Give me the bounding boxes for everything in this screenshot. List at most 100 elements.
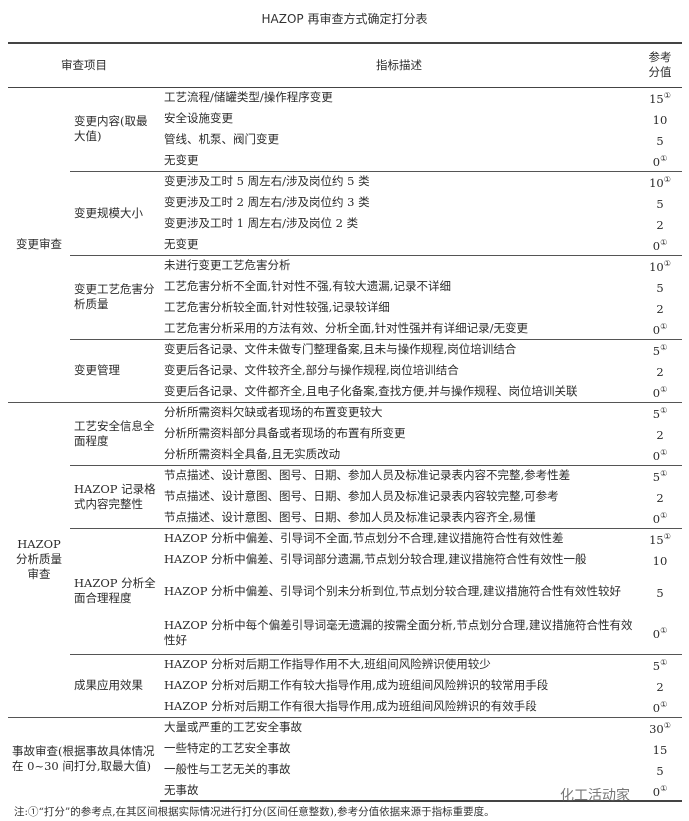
indicator-description: 无事故 [160,780,638,802]
table-row: HAZOP 分析对后期工作有较大指导作用,成为班组间风险辨识的较常用手段 2 [8,675,682,696]
score-cell: 10 [638,108,682,129]
score-cell: 5 [638,759,682,780]
score-value: 0 [652,385,661,400]
header-score: 参考分值 [638,42,682,88]
indicator-description: 大量或严重的工艺安全事故 [160,716,638,738]
indicator-description: 安全设施变更 [164,111,233,125]
score-cell: 0① [638,507,682,528]
score-value: 5 [656,763,664,778]
score-cell: 5 [638,192,682,213]
score-value: 10 [649,176,664,191]
table-row: 一些特定的工艺安全事故 15 [8,738,682,759]
score-value: 5 [656,196,664,211]
score-value: 5 [652,659,661,674]
score-cell: 5 [638,570,682,612]
table-row: 成果应用效果 HAZOP 分析对后期工作指导作用不大,班组间风险辨识使用较少 5① [8,653,682,717]
indicator-description: 变更涉及工时 1 周左右/涉及岗位 2 类 [164,216,359,230]
table-row: 变更工艺危害分析质量 未进行变更工艺危害分析 10① [8,254,682,339]
indicator-description: 未进行变更工艺危害分析 [160,254,638,276]
table-row: 节点描述、设计意图、图号、日期、参加人员及标准记录表内容齐全,易懂 0① [8,507,682,528]
score-cell: 0① [638,234,682,255]
table-row: 工艺危害分析采用的方法有效、分析全面,针对性强并有详细记录/无变更 0① [8,318,682,339]
indicator-description: 工艺流程/储罐类型/操作程序变更 [164,90,333,105]
footnote-marker: ① [663,259,671,269]
score-cell: 5① [638,401,682,423]
indicator-description: 一般性与工艺无关的事故 [164,762,291,776]
score-value: 0 [652,448,661,463]
footnote-marker: ① [660,384,668,394]
score-value: 2 [656,364,664,379]
score-value: 5 [652,470,661,485]
score-value: 5 [652,407,661,422]
score-cell: 5 [638,276,682,297]
table-row: 工艺危害分析不全面,针对性不强,有较大遗漏,记录不详细 5 [8,276,682,297]
indicator-description: 一些特定的工艺安全事故 [164,741,291,755]
indicator-description: HAZOP 分析对后期工作有较大指导作用,成为班组间风险辨识的较常用手段 [164,678,549,692]
indicator-description: 分析所需资料欠缺或者现场的布置变更较大 [160,401,638,423]
indicator-description: HAZOP 分析中偏差、引导词不全面,节点划分不合理,建议措施符合性有效性差 [160,527,638,549]
table-row: 管线、机泵、阀门变更 5 [8,129,682,150]
score-value: 10 [652,553,668,568]
score-value: 0 [652,627,661,642]
score-cell: 0① [638,696,682,717]
table-row: 安全设施变更 10 [8,108,682,129]
indicator-description: 节点描述、设计意图、图号、日期、参加人员及标准记录表内容较完整,可参考 [164,489,559,503]
score-value: 15 [649,533,664,548]
footnote-marker: ① [660,153,668,163]
indicator-description: 变更涉及工时 5 周左右/涉及岗位约 5 类 [160,170,638,192]
indicator-description: 变更涉及工时 2 周左右/涉及岗位约 3 类 [164,195,370,209]
table-row: 变更后各记录、文件较齐全,部分与操作规程,岗位培训结合 2 [8,360,682,381]
score-value: 5 [656,585,664,600]
table-row: HAZOP 分析中每个偏差引导词毫无遗漏的按需全面分析,节点划分合理,建议措施符… [8,612,682,654]
table-row: 一般性与工艺无关的事故 5 [8,759,682,780]
score-value: 0 [652,322,661,337]
indicator-description: 无变更 [164,236,199,251]
score-cell: 15① [638,527,682,549]
header-item: 审查项目 [8,42,160,88]
score-cell: 30① [638,716,682,738]
footnote-marker: ① [660,447,668,457]
score-value: 5 [652,344,661,359]
indicator-description: 变更后各记录、文件都齐全,且电子化备案,查找方便,并与操作规程、岗位培训关联 [164,383,578,398]
score-value: 15 [649,92,664,107]
score-value: 0 [652,511,661,526]
table-row: 变更后各记录、文件都齐全,且电子化备案,查找方便,并与操作规程、岗位培训关联 0① [8,381,682,402]
subgroup-label: 变更管理 [70,338,160,402]
table-row: 变更规模大小 变更涉及工时 5 周左右/涉及岗位约 5 类 10① [8,170,682,255]
footnote: 注:①“打分”的参考点,在其区间根据实际情况进行打分(区间任意整数),参考分值依… [14,806,495,818]
table-row: HAZOP 记录格式内容完整性 节点描述、设计意图、图号、日期、参加人员及标准记录… [8,464,682,528]
score-cell: 0① [638,780,682,802]
score-value: 2 [656,427,664,442]
table-row: HAZOP 分析全面合理程度 HAZOP 分析中偏差、引导词不全面,节点划分不合理… [8,527,682,654]
table-row: 无事故 0① [8,780,682,802]
footnote-marker: ① [660,658,668,668]
score-value: 2 [656,679,664,694]
subgroup-label: HAZOP 记录格式内容完整性 [70,464,160,528]
score-cell: 10 [638,549,682,570]
score-cell: 10① [638,170,682,192]
header-description: 指标描述 [160,42,638,88]
score-cell: 15① [638,87,682,108]
indicator-description: 变更后各记录、文件较齐全,部分与操作规程,岗位培训结合 [164,363,459,377]
subgroup-label: 成果应用效果 [70,653,160,717]
indicator-description: HAZOP 分析对后期工作指导作用不大,班组间风险辨识使用较少 [160,653,638,675]
table-row: HAZOP 分析中偏差、引导词个别未分析到位,节点划分较合理,建议措施符合性有效… [8,570,682,612]
footnote-marker: ① [660,321,668,331]
indicator-description: 工艺危害分析较全面,针对性较强,记录较详细 [164,300,390,314]
score-value: 5 [656,133,664,148]
footnote-marker: ① [660,699,668,709]
subgroup-label: 变更规模大小 [70,170,160,255]
score-value: 15 [652,742,668,757]
footnote-marker: ① [663,532,671,542]
subgroup-label: HAZOP 分析全面合理程度 [70,527,160,654]
table-row: 工艺危害分析较全面,针对性较强,记录较详细 2 [8,297,682,318]
indicator-description: HAZOP 分析中偏差、引导词部分遗漏,节点划分较合理,建议措施符合性有效性一般 [164,552,587,566]
score-value: 2 [656,217,664,232]
score-value: 0 [652,238,661,253]
scoring-table: 审查项目 指标描述 参考分值 变更审查 变更内容(取最大值) 工艺流程/储罐类型/操… [8,42,682,802]
table-row: HAZOP 分析对后期工作有很大指导作用,成为班组间风险辨识的有效手段 0① [8,696,682,717]
score-cell: 5① [638,338,682,360]
indicator-description: 工艺危害分析不全面,针对性不强,有较大遗漏,记录不详细 [164,279,451,293]
table-row: 节点描述、设计意图、图号、日期、参加人员及标准记录表内容较完整,可参考 2 [8,486,682,507]
score-cell: 2 [638,486,682,507]
